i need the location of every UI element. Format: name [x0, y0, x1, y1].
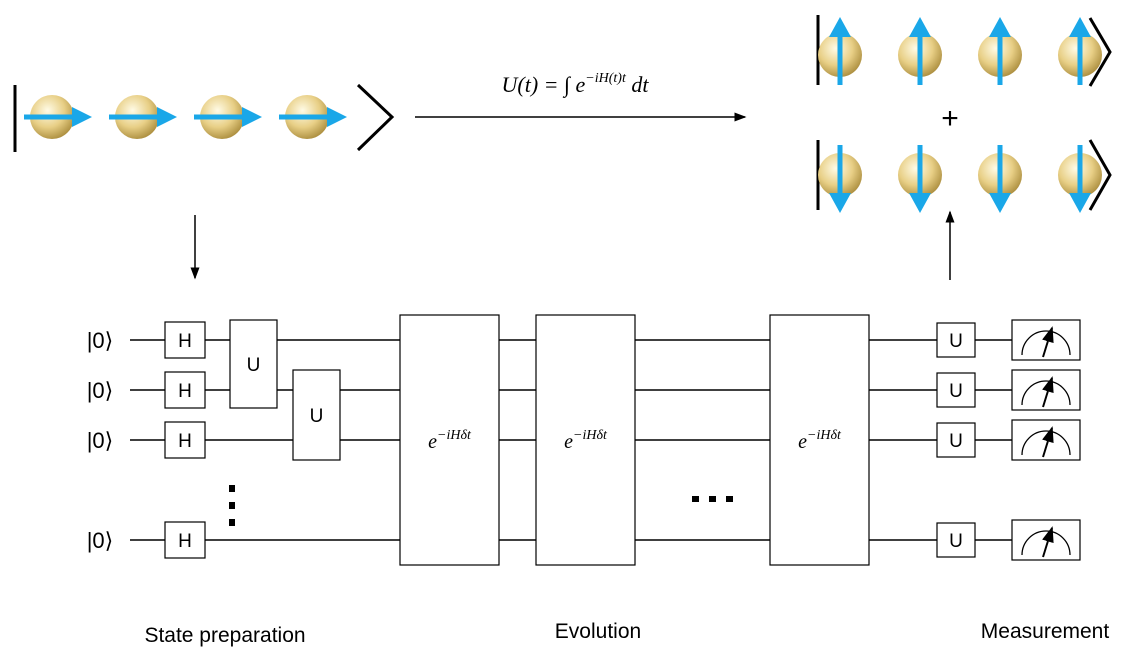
- gate-label: U: [949, 381, 963, 402]
- gate-label: U: [949, 531, 963, 552]
- gate: [936, 422, 976, 458]
- ellipsis-dot: [709, 496, 716, 502]
- input-state: |0⟩: [87, 528, 114, 553]
- gate: [229, 319, 278, 409]
- meter-needle: [1042, 326, 1054, 358]
- gate-exponent: −iHδt: [807, 428, 842, 443]
- gate-label: U: [949, 431, 963, 452]
- gate-exponent: −iHδt: [573, 428, 608, 443]
- gate: [164, 371, 206, 409]
- spin-arrow: [829, 17, 851, 37]
- gate-exponent: −iHδt: [437, 428, 472, 443]
- spin-arrow: [157, 107, 177, 127]
- spin-arrow: [909, 17, 931, 37]
- ellipsis-dot: [229, 502, 235, 509]
- spin-arrow: [242, 107, 262, 127]
- meter-needle: [1042, 526, 1054, 558]
- gate-label: e−iHδt: [428, 428, 472, 453]
- meter-needle: [1042, 376, 1054, 408]
- spin-arrow: [909, 193, 931, 213]
- input-state: |0⟩: [87, 428, 114, 453]
- gate-label: H: [178, 331, 192, 352]
- gate: [292, 369, 341, 461]
- gate: [164, 521, 206, 559]
- stage-label: Evolution: [555, 620, 641, 643]
- stage-label: Measurement: [981, 620, 1110, 643]
- gate-label: e−iHδt: [564, 428, 608, 453]
- gate: [164, 421, 206, 459]
- spin-arrow: [72, 107, 92, 127]
- input-state: |0⟩: [87, 378, 114, 403]
- ellipsis-dot: [726, 496, 733, 502]
- gate-base: e: [564, 431, 573, 453]
- evolution-gate: [535, 314, 636, 566]
- gate-base: e: [428, 431, 437, 453]
- gate-label: H: [178, 531, 192, 552]
- spin-arrow: [989, 17, 1011, 37]
- gate: [936, 522, 976, 558]
- spin-arrow: [1069, 17, 1091, 37]
- gate-label: U: [949, 331, 963, 352]
- meter-needle: [1042, 426, 1054, 458]
- gate-label: e−iHδt: [798, 428, 842, 453]
- evolution-gate: [769, 314, 870, 566]
- gate-label: H: [178, 381, 192, 402]
- gate-base: e: [798, 431, 807, 453]
- plus-sign: +: [941, 102, 959, 135]
- evolution-gate: [399, 314, 500, 566]
- ellipsis-dot: [692, 496, 699, 502]
- gate: [164, 321, 206, 359]
- spin-arrow: [327, 107, 347, 127]
- gate-label: U: [247, 355, 261, 376]
- ellipsis-dot: [229, 519, 235, 526]
- evolution-equation: U(t) = ∫ e−iH(t)t dt: [502, 71, 650, 98]
- input-state: |0⟩: [87, 328, 114, 353]
- spin-arrow: [829, 193, 851, 213]
- spin-arrow: [1069, 193, 1091, 213]
- stage-label: State preparation: [144, 624, 305, 647]
- spin-arrow: [989, 193, 1011, 213]
- gate-label: H: [178, 431, 192, 452]
- gate-label: U: [310, 406, 324, 427]
- ellipsis-dot: [229, 485, 235, 492]
- gate: [936, 322, 976, 358]
- gate: [936, 372, 976, 408]
- spin-states: [13, 15, 1112, 280]
